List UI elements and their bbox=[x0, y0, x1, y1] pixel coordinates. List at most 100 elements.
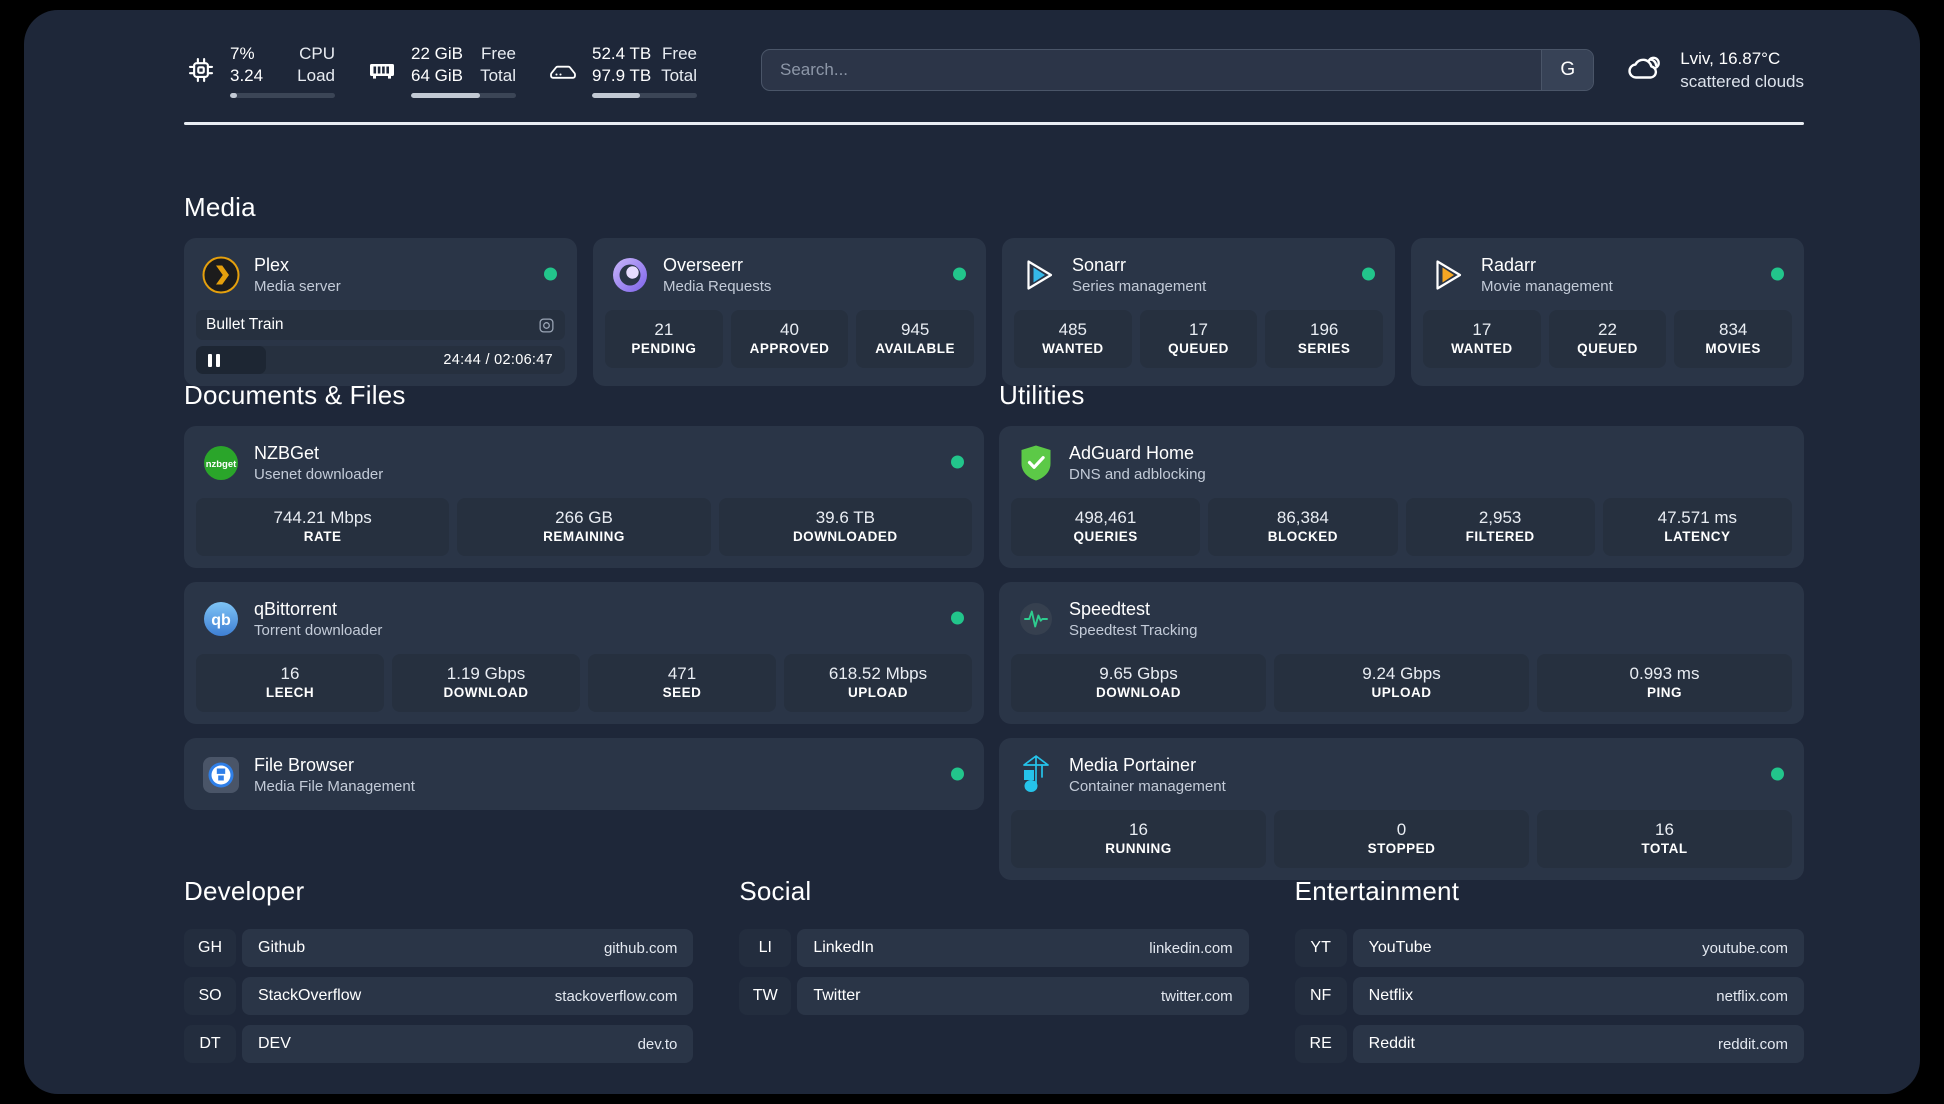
stat-tile-series: 196 SERIES bbox=[1265, 310, 1384, 368]
bookmark-link[interactable]: Github github.com bbox=[242, 929, 694, 967]
sonarr-icon bbox=[1020, 256, 1058, 294]
stat-value: 471 bbox=[667, 664, 697, 683]
service-description: Speedtest Tracking bbox=[1069, 622, 1198, 639]
stat-tile-latency: 47.571 ms LATENCY bbox=[1602, 498, 1792, 556]
bookmark-link[interactable]: Netflix netflix.com bbox=[1352, 977, 1804, 1015]
bookmark-item[interactable]: GH Github github.com bbox=[184, 929, 694, 967]
svg-text:qb: qb bbox=[211, 612, 231, 629]
status-indicator-online bbox=[951, 611, 964, 625]
bookmark-item[interactable]: NF Netflix netflix.com bbox=[1294, 977, 1804, 1015]
service-card-speedtest[interactable]: Speedtest Speedtest Tracking 9.65 Gbps DOWN… bbox=[999, 582, 1804, 724]
resource-label-2: Load bbox=[297, 65, 335, 85]
stat-tile-ping: 0.993 ms PING bbox=[1537, 654, 1792, 712]
stat-value: 618.52 Mbps bbox=[828, 664, 928, 683]
stat-value: 21 bbox=[654, 320, 674, 339]
bookmark-url: stackoverflow.com bbox=[554, 987, 678, 1005]
bookmark-item[interactable]: SO StackOverflow stackoverflow.com bbox=[184, 977, 694, 1015]
service-card-adguard-home[interactable]: AdGuard Home DNS and adblocking 498,461 QUE… bbox=[999, 426, 1804, 568]
stat-tile-download: 1.19 Gbps DOWNLOAD bbox=[392, 654, 580, 712]
search-bar[interactable]: G bbox=[761, 49, 1595, 91]
adguard-icon bbox=[1017, 444, 1055, 482]
stat-value: 40 bbox=[780, 320, 799, 339]
service-card-sonarr[interactable]: Sonarr Series management 485 WANTED 17 QUEUED… bbox=[1002, 238, 1395, 386]
resource-value-2: 64 GiB bbox=[411, 65, 463, 85]
service-description: Usenet downloader bbox=[254, 466, 384, 483]
stat-value: 266 GB bbox=[555, 508, 613, 527]
stat-value: 9.65 Gbps bbox=[1099, 664, 1178, 683]
search-provider-button[interactable]: G bbox=[1541, 50, 1594, 90]
resource-memory: 22 GiB 64 GiB Free Total bbox=[365, 43, 516, 98]
stat-tile-upload: 618.52 Mbps UPLOAD bbox=[784, 654, 972, 712]
stat-tile-download: 9.65 Gbps DOWNLOAD bbox=[1011, 654, 1266, 712]
bookmark-abbr: LI bbox=[739, 929, 792, 967]
resource-label-1: CPU bbox=[299, 43, 335, 63]
bookmark-link[interactable]: LinkedIn linkedin.com bbox=[797, 929, 1249, 967]
service-stats: 17 WANTED 22 QUEUED 834 MOVIES bbox=[1411, 310, 1804, 380]
service-stats: 9.65 Gbps DOWNLOAD 9.24 Gbps UPLOAD 0.993 ms… bbox=[999, 654, 1804, 724]
service-name: NZBGet bbox=[254, 443, 320, 463]
bookmark-link[interactable]: YouTube youtube.com bbox=[1352, 929, 1804, 967]
stat-value: 1.19 Gbps bbox=[446, 664, 526, 683]
bookmark-group-title: Developer bbox=[184, 876, 305, 906]
media-section-title: Media bbox=[184, 192, 256, 222]
stat-label: DOWNLOAD bbox=[1096, 685, 1181, 700]
service-stats: 744.21 Mbps RATE 266 GB REMAINING 39.6 TB DOW… bbox=[184, 498, 984, 568]
service-stats: 21 PENDING 40 APPROVED 945 AVAILABLE bbox=[593, 310, 986, 380]
stat-value: 17 bbox=[1472, 320, 1492, 339]
service-card-nzbget[interactable]: nzbget NZBGet Usenet downloader 744.21 Mbps… bbox=[184, 426, 984, 568]
bookmark-group-title: Entertainment bbox=[1294, 876, 1460, 906]
service-description: Container management bbox=[1069, 778, 1226, 795]
media-player[interactable]: Bullet Train 24:44 / 02:06:47 bbox=[184, 310, 577, 386]
pause-button[interactable] bbox=[208, 353, 220, 367]
service-name: qBittorrent bbox=[254, 599, 338, 619]
bookmark-link[interactable]: Twitter twitter.com bbox=[797, 977, 1249, 1015]
stat-label: MOVIES bbox=[1705, 341, 1761, 356]
dashboard-page: 7% 3.24 CPU Load 22 GiB 64 GiB Free Total 52.4 T… bbox=[24, 10, 1920, 1094]
service-description: Media File Management bbox=[254, 778, 415, 795]
bookmark-link[interactable]: Reddit reddit.com bbox=[1352, 1025, 1804, 1063]
bookmark-item[interactable]: TW Twitter twitter.com bbox=[739, 977, 1249, 1015]
bookmark-abbr: NF bbox=[1294, 977, 1347, 1015]
stat-value: 47.571 ms bbox=[1657, 508, 1738, 527]
stat-value: 9.24 Gbps bbox=[1362, 664, 1441, 683]
qbittorrent-icon: qb bbox=[202, 600, 240, 638]
bookmark-group-developer: Developer GH Github github.com SO StackOverfl… bbox=[184, 876, 694, 1073]
stat-tile-wanted: 485 WANTED bbox=[1014, 310, 1132, 368]
service-card-media-portainer[interactable]: Media Portainer Container management 16 RUN… bbox=[999, 738, 1804, 880]
stat-value: 0.993 ms bbox=[1629, 664, 1700, 683]
stat-label: UPLOAD bbox=[848, 685, 908, 700]
stat-label: DOWNLOADED bbox=[792, 529, 898, 544]
service-name: AdGuard Home bbox=[1069, 443, 1195, 463]
settings-icon[interactable] bbox=[538, 317, 555, 334]
bookmark-item[interactable]: DT DEV dev.to bbox=[184, 1025, 694, 1063]
stat-label: QUEUED bbox=[1577, 341, 1638, 356]
resource-disk: 52.4 TB 97.9 TB Free Total bbox=[546, 43, 697, 98]
bookmark-url: dev.to bbox=[637, 1035, 678, 1053]
stat-label: LEECH bbox=[265, 685, 315, 700]
service-card-radarr[interactable]: Radarr Movie management 17 WANTED 22 QUEUED 83… bbox=[1411, 238, 1804, 386]
bookmark-group-social: Social LI LinkedIn linkedin.com TW Twitter twi… bbox=[739, 876, 1249, 1073]
bookmark-name: LinkedIn bbox=[813, 939, 874, 956]
disk-icon bbox=[546, 53, 580, 87]
stat-label: WANTED bbox=[1042, 341, 1104, 356]
bookmark-item[interactable]: YT YouTube youtube.com bbox=[1294, 929, 1804, 967]
stat-value: 17 bbox=[1189, 320, 1208, 339]
service-stats: 485 WANTED 17 QUEUED 196 SERIES bbox=[1002, 310, 1395, 380]
bookmark-link[interactable]: DEV dev.to bbox=[242, 1025, 694, 1063]
service-description: DNS and adblocking bbox=[1069, 466, 1206, 483]
bookmark-item[interactable]: LI LinkedIn linkedin.com bbox=[739, 929, 1249, 967]
bookmark-link[interactable]: StackOverflow stackoverflow.com bbox=[242, 977, 694, 1015]
resource-label-2: Total bbox=[480, 65, 516, 85]
player-progress-bar[interactable]: 24:44 / 02:06:47 bbox=[196, 346, 565, 374]
service-card-plex[interactable]: Plex Media server Bullet Train 24:44 / 02:0… bbox=[184, 238, 577, 386]
resource-label-2: Total bbox=[661, 65, 697, 85]
service-card-qbittorrent[interactable]: qb qBittorrent Torrent downloader 16 LEECH 1.… bbox=[184, 582, 984, 724]
bookmark-item[interactable]: RE Reddit reddit.com bbox=[1294, 1025, 1804, 1063]
resource-progress-bar bbox=[411, 92, 516, 98]
stat-tile-queued: 17 QUEUED bbox=[1139, 310, 1258, 368]
stat-value: 485 bbox=[1058, 320, 1088, 339]
service-card-overseerr[interactable]: Overseerr Media Requests 21 PENDING 40 APPROV… bbox=[593, 238, 986, 386]
search-input[interactable] bbox=[762, 50, 1542, 90]
service-card-file-browser[interactable]: File Browser Media File Management bbox=[184, 738, 984, 810]
service-description: Torrent downloader bbox=[254, 622, 383, 639]
